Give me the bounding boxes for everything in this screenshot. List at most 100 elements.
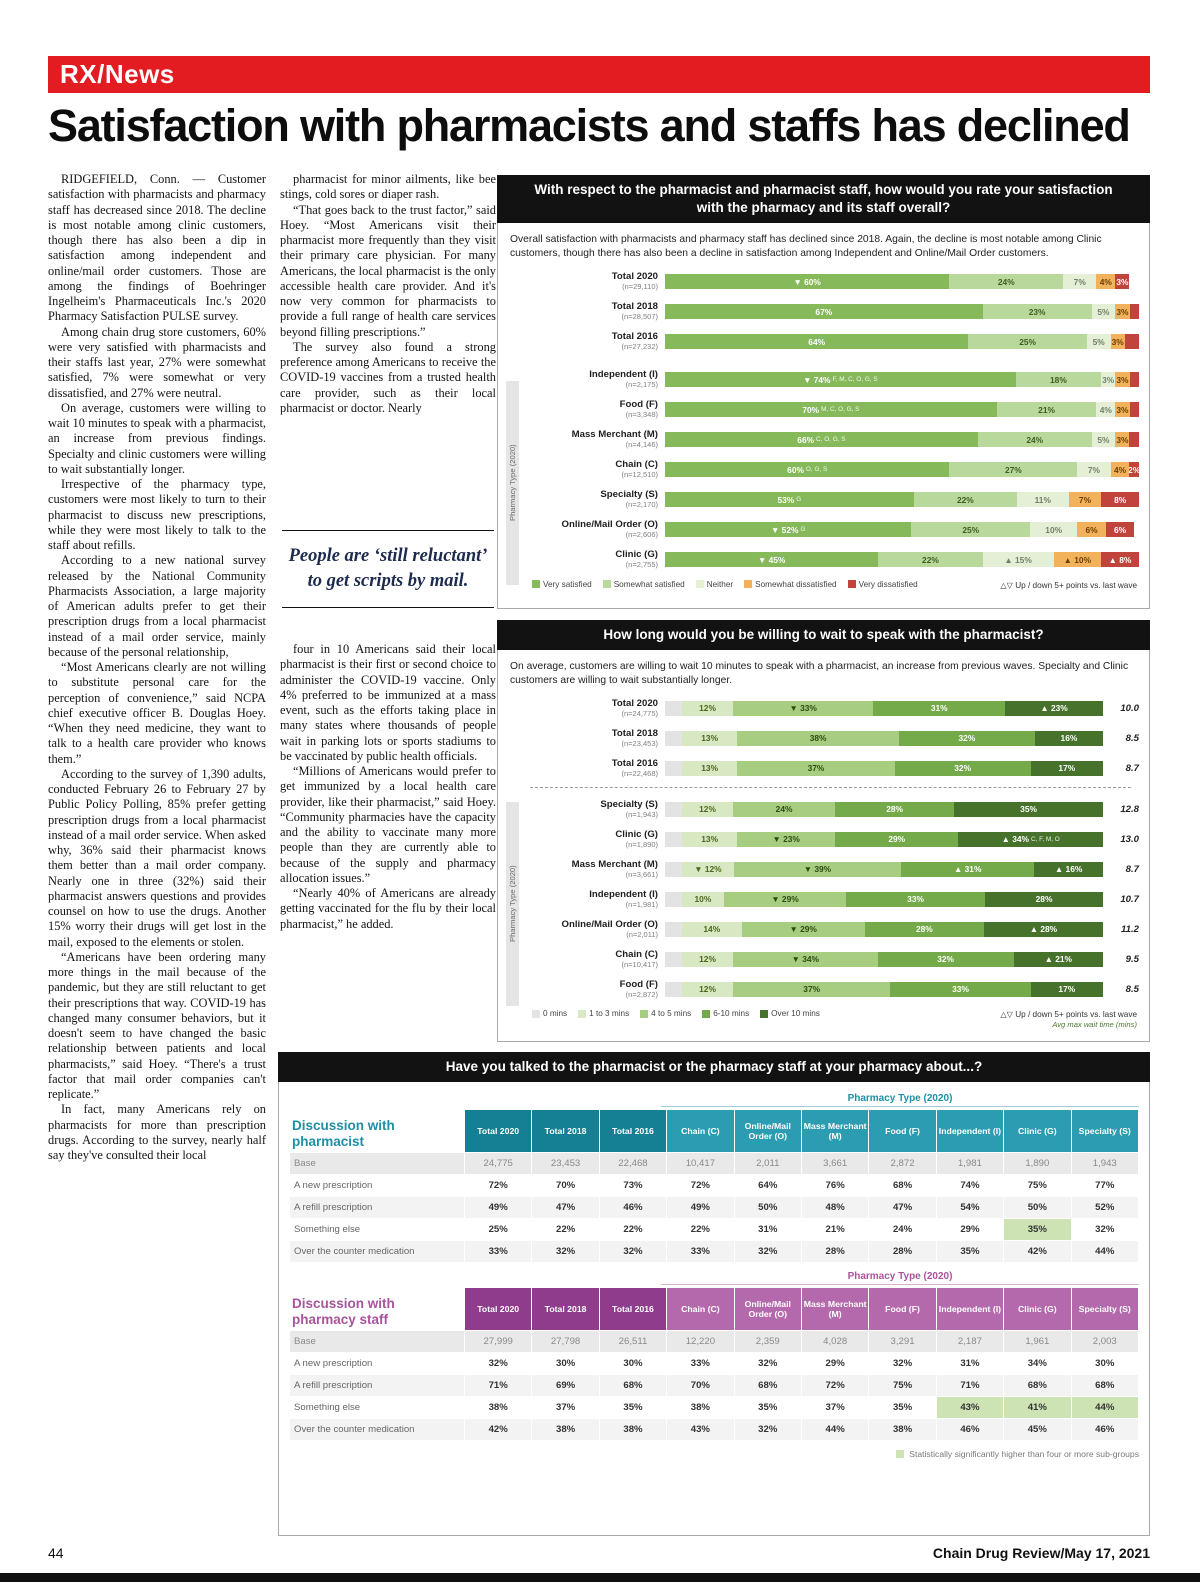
table-row: Something else 38% 37% 35% 38% 35% 37% 35% 43% 41…: [289, 1396, 1140, 1420]
bar-segment: [665, 891, 682, 907]
row-label: Base: [289, 1152, 465, 1176]
chart-row: Independent (I) (n=2,175) ▼ 74% F, M, C, O,…: [530, 368, 1139, 392]
table-cell: 28%: [800, 1240, 870, 1264]
bar-segment: ▲ 15%: [982, 552, 1054, 568]
table-cell: 49%: [463, 1196, 533, 1220]
row-sample-size: (n=4,146): [625, 439, 658, 449]
table-title: Discussion with pharmacy staff: [289, 1287, 465, 1332]
satisfaction-chart-panel: With respect to the pharmacist and pharm…: [497, 175, 1150, 610]
article-paragraph: Irrespective of the pharmacy type, custo…: [48, 477, 266, 552]
wait-time-chart-subtitle: On average, customers are willing to wai…: [510, 661, 1129, 686]
table-row: Base 24,775 23,453 22,468 10,417 2,011 3,661 2,…: [289, 1152, 1140, 1176]
row-label: Over the counter medication: [289, 1240, 465, 1264]
row-sample-size: (n=1,981): [625, 899, 658, 909]
column-header: Mass Merchant (M): [800, 1287, 870, 1332]
table-cell: 50%: [1003, 1196, 1072, 1220]
table-cell: 35%: [935, 1240, 1005, 1264]
bar-segment: 4%: [1096, 274, 1116, 290]
article-paragraph: “Most Americans clearly are not willing …: [48, 660, 266, 766]
bar-segment: 60% O, G, S: [665, 462, 950, 478]
wait-time-bar-rows: Total 2020 (n=24,775) 12% ▼ 33% 31% ▲ 23% 10.0…: [508, 696, 1139, 1001]
legend-item: 6-10 mins: [702, 1009, 749, 1018]
chart-row: Specialty (S) (n=2,170) 53% G 22% 11% 7% 8%: [530, 488, 1139, 512]
row-label: Clinic (G): [615, 828, 658, 840]
row-label: A refill prescription: [289, 1196, 465, 1220]
satisfaction-chart-subtitle: Overall satisfaction with pharmacists an…: [510, 234, 1102, 260]
chart-row: Online/Mail Order (O) (n=2,011) 14% ▼ 29% 28…: [530, 917, 1139, 941]
bar-segment: [665, 981, 682, 997]
table-cell: 25%: [463, 1218, 533, 1242]
bar-segment: 17%: [1030, 760, 1103, 776]
column-header: Food (F): [868, 1287, 937, 1332]
staff-table: Discussion with pharmacy staff Total 2020…: [289, 1287, 1140, 1442]
bar-segment: 5%: [1086, 334, 1111, 350]
table-cell: 32%: [868, 1352, 937, 1376]
bar-segment: ▲ 34% C, F, M, O: [958, 831, 1103, 847]
row-label: Something else: [289, 1218, 465, 1242]
table-cell: 2,872: [868, 1152, 937, 1176]
table-cell: 1,890: [1003, 1152, 1072, 1176]
row-sample-size: (n=22,468): [621, 768, 659, 778]
table-cell: 42%: [1003, 1240, 1072, 1264]
column-header: Total 2018: [531, 1109, 600, 1154]
table-cell: 72%: [666, 1174, 735, 1198]
bar-segment: 28%: [985, 891, 1103, 907]
article-paragraph: According to the survey of 1,390 adults,…: [48, 766, 266, 949]
row-sample-size: (n=2,755): [625, 559, 658, 569]
avg-wait-value: 12.8: [1120, 803, 1139, 815]
legend-item: Neither: [695, 580, 733, 589]
legend-note-avg: Avg max wait time (mins): [1052, 1020, 1137, 1030]
legend-swatch: [760, 1009, 769, 1018]
column-header: Online/Mail Order (O): [733, 1287, 802, 1332]
section-banner-label: RX/News: [60, 59, 175, 89]
satisfaction-chart-title: With respect to the pharmacist and pharm…: [497, 175, 1150, 224]
row-label: Online/Mail Order (O): [561, 519, 658, 531]
bar-segment: 4%: [1110, 462, 1130, 478]
table-cell: 48%: [800, 1196, 870, 1220]
table-cell: 1,981: [935, 1152, 1005, 1176]
bar-segment: 37%: [737, 760, 895, 776]
wait-time-chart-panel: How long would you be willing to wait to…: [497, 620, 1150, 1043]
legend-swatch: [602, 580, 611, 589]
article-paragraph: “Americans have been ordering many more …: [48, 949, 266, 1101]
bar-segment: [1129, 304, 1139, 320]
table-cell: 72%: [463, 1174, 533, 1198]
bar-segment: ▼ 34%: [733, 951, 878, 967]
table-cell: 23,453: [531, 1152, 600, 1176]
row-label: Clinic (G): [615, 549, 658, 561]
row-sample-size: (n=24,775): [621, 708, 659, 718]
discussion-panel-title: Have you talked to the pharmacist or the…: [278, 1052, 1150, 1083]
table-cell: 2,359: [733, 1330, 802, 1354]
bar-segment: 32%: [898, 730, 1035, 746]
bar-segment: 33%: [890, 981, 1031, 997]
table-cell: 38%: [868, 1418, 937, 1442]
bar-segment: 12%: [682, 700, 734, 716]
bar-segment: ▼ 45%: [665, 552, 879, 568]
row-label: Base: [289, 1330, 465, 1354]
table-cell: 33%: [666, 1352, 735, 1376]
article-paragraph: According to a new national survey relea…: [48, 553, 266, 659]
bar-segment: 12%: [682, 801, 734, 817]
row-label: Independent (I): [589, 888, 658, 900]
satisfaction-bar-rows: Total 2020 (n=29,110) ▼ 60% 24% 7% 4% 3% Total …: [508, 270, 1139, 572]
legend-note: △▽ Up / down 5+ points vs. last wave: [1000, 1010, 1137, 1020]
table-cell: 24%: [868, 1218, 937, 1242]
bar-segment: 70% M, C, O, G, S: [665, 402, 997, 418]
discussion-panel-body: Pharmacy Type (2020) Discussion with phar…: [278, 1082, 1150, 1537]
bar-segment: 6%: [1105, 522, 1135, 538]
table-cell: 49%: [666, 1196, 735, 1220]
bar-segment: [1124, 334, 1139, 350]
legend-item: Over 10 mins: [760, 1009, 820, 1018]
pharmacist-discussion-table: Pharmacy Type (2020) Discussion with phar…: [289, 1093, 1140, 1264]
bar-segment: 37%: [733, 981, 891, 997]
column-header: Mass Merchant (M): [800, 1109, 870, 1154]
bar-segment: 25%: [911, 522, 1030, 538]
table-cell: 1,943: [1070, 1152, 1140, 1176]
table-cell: 35%: [868, 1396, 937, 1420]
table-cell: 28%: [868, 1240, 937, 1264]
headline: Satisfaction with pharmacists and staffs…: [48, 100, 1131, 151]
column-header: Online/Mail Order (O): [733, 1109, 802, 1154]
bar-segment: 6%: [1077, 522, 1106, 538]
table-cell: 44%: [800, 1418, 870, 1442]
row-sample-size: (n=10,417): [621, 959, 659, 969]
